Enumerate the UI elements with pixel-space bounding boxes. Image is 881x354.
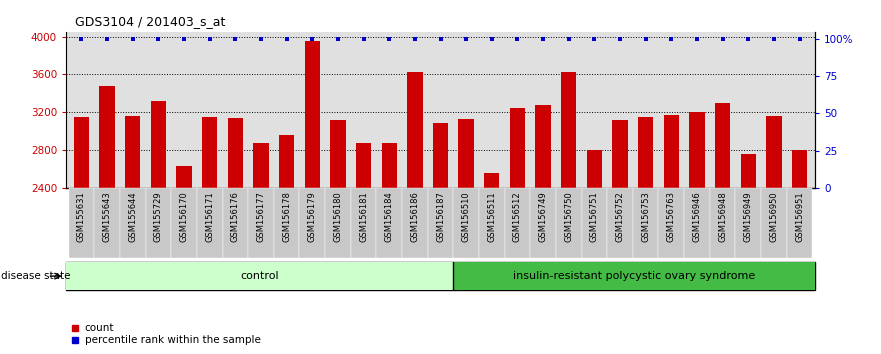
Bar [402,188,427,258]
Bar [536,104,551,354]
Bar [66,262,454,290]
Text: GSM156170: GSM156170 [180,191,189,242]
Bar [171,188,196,258]
Text: GDS3104 / 201403_s_at: GDS3104 / 201403_s_at [75,15,226,28]
Bar [94,188,120,258]
Text: disease state: disease state [1,271,70,281]
Bar [254,143,269,354]
Text: GSM156749: GSM156749 [538,191,548,242]
Text: GSM156187: GSM156187 [436,191,445,242]
Bar [202,117,218,354]
Text: GSM156951: GSM156951 [795,191,804,242]
Bar [248,188,274,258]
Bar [223,188,248,258]
Bar [433,124,448,354]
Bar [454,262,815,290]
Bar [761,188,787,258]
Bar [74,117,89,354]
Text: GSM156180: GSM156180 [333,191,343,242]
Bar [151,101,167,354]
Bar [279,135,294,354]
Bar [176,166,192,354]
Text: GSM156752: GSM156752 [616,191,625,242]
Bar [710,188,736,258]
Bar [145,188,171,258]
Bar [381,143,397,354]
Bar [530,188,556,258]
Bar [351,188,376,258]
Bar [587,150,602,354]
Bar [69,188,94,258]
Bar [741,154,756,354]
Text: GSM156750: GSM156750 [564,191,574,242]
Bar [125,116,140,354]
Bar [330,120,345,354]
Text: GSM155729: GSM155729 [154,191,163,242]
Bar [454,188,479,258]
Bar [612,120,627,354]
Bar [685,188,710,258]
Bar [658,188,685,258]
Bar [356,143,371,354]
Text: GSM156179: GSM156179 [307,191,317,242]
Bar [581,188,607,258]
Bar [300,188,325,258]
Text: GSM156177: GSM156177 [256,191,265,242]
Legend: count, percentile rank within the sample: count, percentile rank within the sample [71,323,261,345]
Bar [689,112,705,354]
Bar [607,188,633,258]
Text: GSM155631: GSM155631 [77,191,86,242]
Text: GSM156753: GSM156753 [641,191,650,242]
Bar [714,103,730,354]
Text: insulin-resistant polycystic ovary syndrome: insulin-resistant polycystic ovary syndr… [513,271,755,281]
Bar [196,188,223,258]
Text: GSM156512: GSM156512 [513,191,522,242]
Bar [427,188,454,258]
Text: GSM156946: GSM156946 [692,191,701,242]
Text: GSM156176: GSM156176 [231,191,240,242]
Bar [736,188,761,258]
Bar [274,188,300,258]
Text: GSM156948: GSM156948 [718,191,727,242]
Text: GSM156186: GSM156186 [411,191,419,242]
Text: GSM156510: GSM156510 [462,191,470,242]
Text: GSM156949: GSM156949 [744,191,752,242]
Bar [787,188,812,258]
Text: control: control [241,271,279,281]
Bar [792,150,807,354]
Bar [561,73,576,354]
Bar [407,73,423,354]
Text: GSM156511: GSM156511 [487,191,496,242]
Bar [505,188,530,258]
Bar [633,188,658,258]
Bar [325,188,351,258]
Bar [227,118,243,354]
Text: GSM156178: GSM156178 [282,191,291,242]
Bar [663,115,679,354]
Bar [766,116,781,354]
Bar [458,119,474,354]
Text: GSM156751: GSM156751 [590,191,599,242]
Bar [556,188,581,258]
Bar [638,117,654,354]
Text: GSM156181: GSM156181 [359,191,368,242]
Bar [305,41,320,354]
Bar [510,108,525,354]
Text: GSM155643: GSM155643 [102,191,112,242]
Text: GSM155644: GSM155644 [129,191,137,242]
Bar [376,188,402,258]
Bar [120,188,145,258]
Text: GSM156184: GSM156184 [385,191,394,242]
Text: GSM156763: GSM156763 [667,191,676,242]
Text: GSM156950: GSM156950 [769,191,779,242]
Text: GSM156171: GSM156171 [205,191,214,242]
Bar [479,188,505,258]
Bar [100,86,115,354]
Bar [484,172,500,354]
